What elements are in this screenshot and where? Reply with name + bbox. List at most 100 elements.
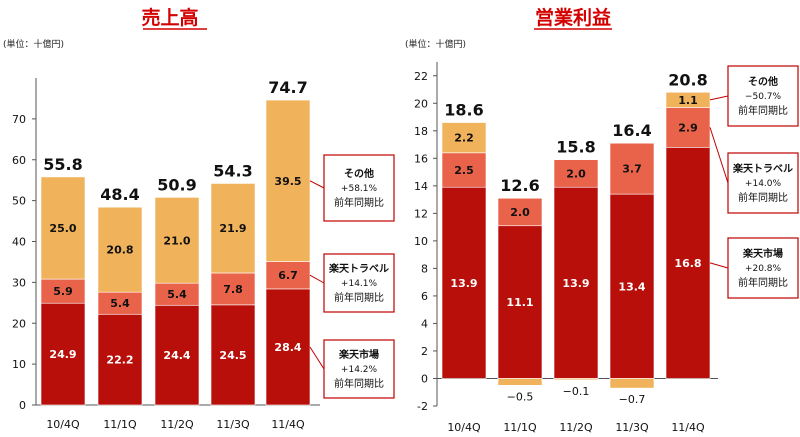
total-label: 48.4 — [100, 185, 139, 204]
annotation-box — [727, 65, 799, 127]
data-label-other: −0.5 — [507, 390, 534, 403]
data-label-ichiba: 24.9 — [49, 348, 76, 361]
bar-segment-travel — [609, 142, 655, 195]
bar-segment-ichiba — [265, 288, 311, 406]
annotation-box — [727, 152, 799, 214]
bar-segment-travel — [497, 197, 543, 227]
bar-segment-travel — [553, 159, 599, 188]
x-category-label: 10/4Q — [447, 421, 481, 434]
data-label-travel: 3.7 — [622, 163, 642, 176]
data-label-travel: 2.9 — [678, 121, 698, 134]
chart-title: 営業利益 — [535, 6, 611, 29]
data-label-other: 20.8 — [106, 244, 133, 257]
bar-segment-other — [441, 122, 487, 154]
total-label: 20.8 — [668, 70, 707, 89]
chart-title: 売上高 — [141, 6, 198, 29]
annotation-leader — [309, 346, 325, 370]
annotation-name: その他 — [344, 167, 374, 180]
y-tick-label: 12 — [414, 207, 428, 220]
y-tick-label: 70 — [12, 113, 26, 126]
bar-segment-other — [665, 91, 711, 108]
data-label-travel: 5.9 — [53, 285, 73, 298]
data-label-other: 2.2 — [454, 132, 474, 145]
y-tick-label: 2 — [421, 345, 428, 358]
annotation-box — [323, 339, 395, 399]
total-label: 55.8 — [43, 155, 82, 174]
annotation-leader — [709, 95, 729, 101]
x-category-label: 11/2Q — [559, 421, 593, 434]
annotation-name: 楽天市場 — [742, 247, 783, 260]
data-label-other: −0.7 — [619, 393, 646, 406]
annotation-box — [323, 253, 395, 313]
total-label: 18.6 — [444, 101, 483, 120]
annotation-sub: 前年同期比 — [738, 104, 788, 117]
data-label-travel: 6.7 — [278, 269, 298, 282]
total-label: 54.3 — [213, 161, 252, 180]
bar-segment-ichiba — [97, 313, 143, 406]
y-tick-label: 8 — [421, 262, 428, 275]
annotation-sub: 前年同期比 — [738, 191, 788, 204]
y-tick-label: 60 — [12, 154, 26, 167]
x-category-label: 11/4Q — [671, 421, 705, 434]
x-category-label: 11/1Q — [103, 418, 137, 431]
y-tick-label: 20 — [12, 317, 26, 330]
annotation-change: +14.0% — [745, 179, 782, 189]
data-label-ichiba: 13.9 — [562, 277, 589, 290]
data-label-other: 21.9 — [219, 222, 246, 235]
annotation-name: 楽天トラベル — [732, 162, 793, 175]
sales-chart: 売上高 (単位：十億円) 0 10 20 30 40 50 60 70 24.9 5.9 25.0 55.… — [3, 6, 395, 431]
x-category-label: 11/1Q — [503, 421, 537, 434]
y-tick-label: 0 — [19, 399, 26, 412]
y-tick-label: 18 — [414, 125, 428, 138]
y-tick-label: 14 — [414, 180, 428, 193]
data-label-other: 21.0 — [163, 234, 190, 247]
y-tick-label: 50 — [12, 195, 26, 208]
data-label-ichiba: 22.2 — [106, 354, 133, 367]
total-label: 12.6 — [500, 176, 539, 195]
data-label-travel: 2.0 — [510, 206, 530, 219]
bar-segment-ichiba — [210, 304, 256, 406]
total-label: 74.7 — [268, 78, 307, 97]
data-label-other: 1.1 — [678, 94, 698, 107]
annotation-change: +14.2% — [341, 365, 378, 375]
y-tick-label: -2 — [417, 400, 428, 413]
bar-segment-other — [210, 183, 256, 274]
annotation-leader — [709, 127, 729, 184]
annotation-leader — [709, 262, 729, 269]
y-tick-label: 4 — [421, 317, 428, 330]
annotation-change: +20.8% — [745, 264, 782, 274]
annotation-sub: 前年同期比 — [738, 276, 788, 289]
data-label-other: 25.0 — [49, 222, 76, 235]
data-label-ichiba: 13.9 — [450, 277, 477, 290]
bar-segment-other — [40, 176, 86, 280]
bar-segment-ichiba — [40, 302, 86, 406]
annotation-sub: 前年同期比 — [334, 196, 384, 209]
unit-label: (単位：十億円) — [3, 38, 64, 50]
operating-income-chart: 営業利益 (単位：十億円) -2 0 2 4 6 8 10 12 14 16 18 20 22 13.9 2.5… — [405, 6, 799, 434]
bar-segment-travel — [441, 152, 487, 188]
data-label-other: 39.5 — [274, 175, 301, 188]
x-category-label: 10/4Q — [46, 418, 80, 431]
bar-segment-ichiba — [609, 193, 655, 379]
y-tick-label: 30 — [12, 276, 26, 289]
annotation-name: 楽天市場 — [338, 348, 379, 361]
bar-segment-other — [497, 378, 543, 386]
data-label-travel: 5.4 — [167, 288, 187, 301]
annotation-change: +58.1% — [341, 184, 378, 194]
annotation-name: 楽天トラベル — [328, 262, 389, 275]
bar-segment-ichiba — [441, 186, 487, 379]
annotation-change: −50.7% — [745, 92, 782, 102]
bar-segment-ichiba — [665, 147, 711, 379]
y-tick-label: 40 — [12, 236, 26, 249]
y-tick-label: 20 — [414, 97, 428, 110]
y-tick-label: 10 — [414, 235, 428, 248]
x-category-label: 11/3Q — [216, 418, 250, 431]
annotation-sub: 前年同期比 — [334, 377, 384, 390]
data-label-ichiba: 13.4 — [618, 280, 645, 293]
annotation-leader — [309, 180, 325, 189]
data-label-ichiba: 24.4 — [163, 349, 190, 362]
annotation-box — [323, 154, 395, 222]
x-category-label: 11/4Q — [271, 418, 305, 431]
data-label-travel: 7.8 — [223, 283, 243, 296]
